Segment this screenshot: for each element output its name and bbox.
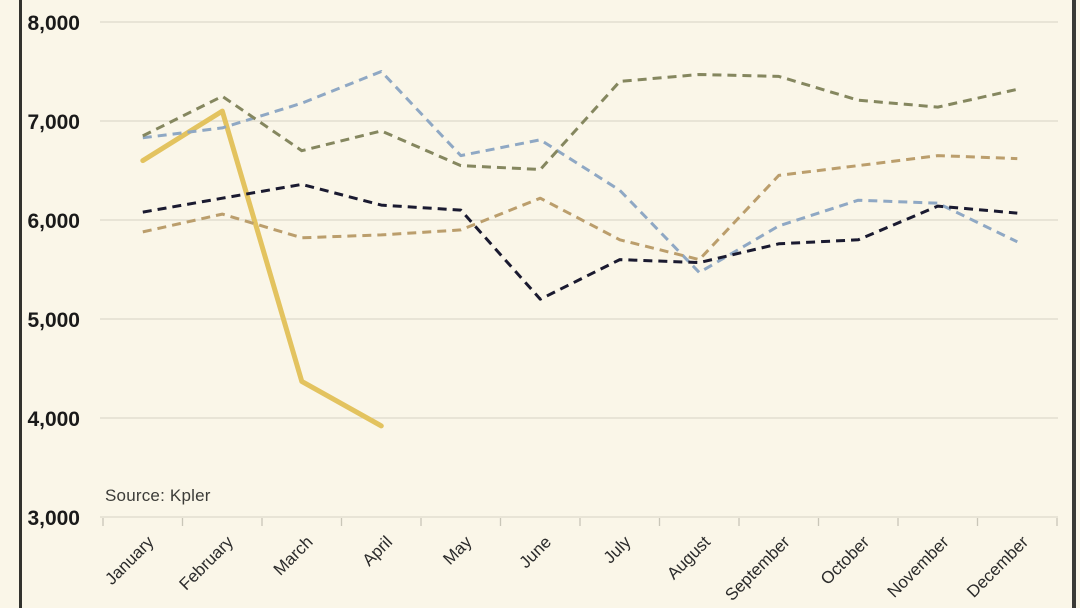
x-axis-label: November — [884, 532, 953, 601]
x-axis-label: October — [817, 532, 873, 588]
x-axis-label: January — [101, 532, 158, 589]
x-axis-label: March — [270, 532, 317, 579]
left-border-line — [19, 0, 22, 608]
y-axis-label: 6,000 — [27, 210, 80, 233]
y-axis-label: 3,000 — [27, 507, 80, 530]
series-gold-solid-line — [140, 108, 384, 429]
x-axis-label: August — [663, 532, 714, 583]
source-caption: Source: Kpler — [105, 486, 211, 505]
x-axis-label: July — [600, 532, 635, 567]
x-axis-label: December — [963, 532, 1032, 601]
y-axis-label: 5,000 — [27, 309, 80, 332]
series-blue-dashed-line — [142, 70, 1018, 274]
series-olive-dashed-line — [142, 73, 1018, 171]
y-axis-label: 8,000 — [27, 12, 80, 35]
series-tan-dashed-line — [142, 154, 1018, 262]
x-axis-label: April — [359, 532, 396, 569]
x-axis-label: September — [721, 532, 793, 604]
y-axis-label: 4,000 — [27, 408, 80, 431]
x-axis-label: June — [516, 532, 556, 572]
x-axis-label: February — [176, 532, 238, 594]
right-border-line — [1072, 0, 1076, 608]
y-axis-label: 7,000 — [27, 111, 80, 134]
series-navy-dashed-line — [142, 182, 1018, 301]
x-axis-label: May — [439, 532, 475, 568]
